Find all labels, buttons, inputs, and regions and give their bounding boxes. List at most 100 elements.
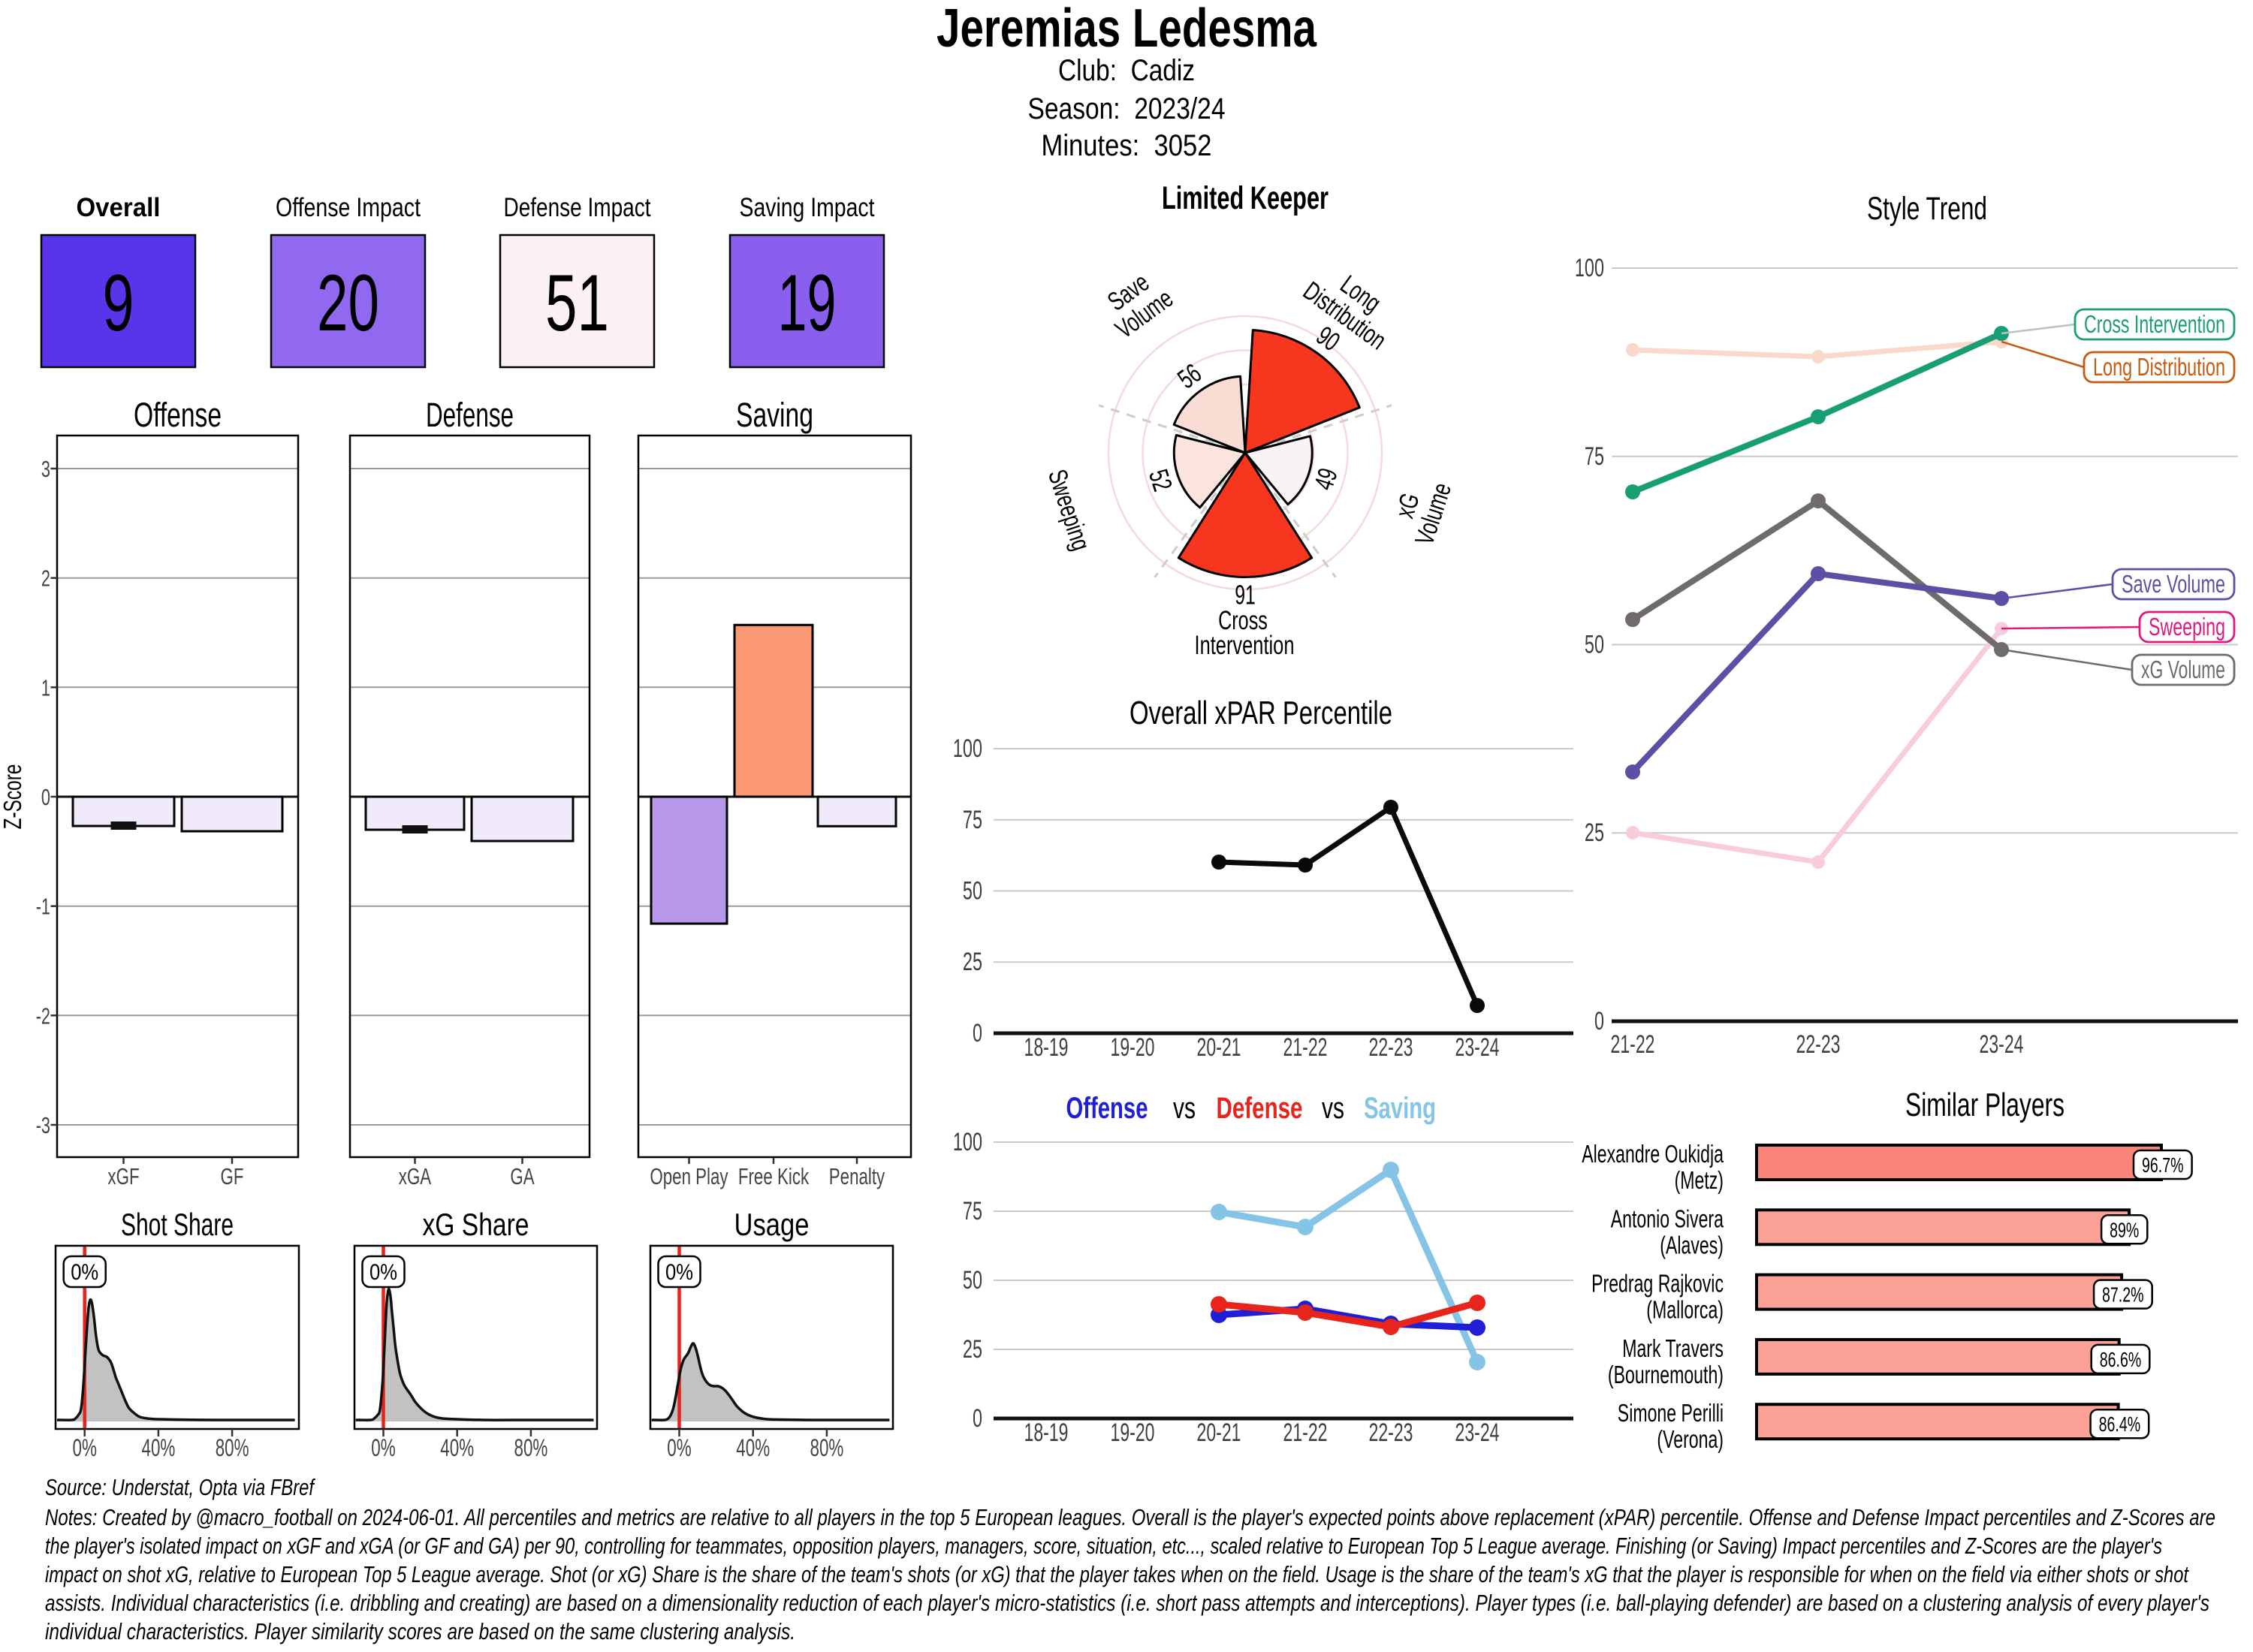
svg-text:25: 25 bbox=[963, 948, 982, 976]
svg-text:87.2%: 87.2% bbox=[2102, 1283, 2144, 1307]
svg-text:assists. Individual characteri: assists. Individual characteristics (i.e… bbox=[45, 1590, 2209, 1616]
svg-text:23-24: 23-24 bbox=[1455, 1418, 1500, 1447]
svg-text:Notes: Created by @macro_footb: Notes: Created by @macro_football on 202… bbox=[45, 1504, 2215, 1530]
svg-text:-2: -2 bbox=[36, 1002, 50, 1029]
svg-text:18-19: 18-19 bbox=[1024, 1033, 1069, 1062]
svg-text:75: 75 bbox=[963, 806, 982, 834]
svg-text:9: 9 bbox=[103, 258, 134, 348]
svg-text:Jeremias Ledesma: Jeremias Ledesma bbox=[936, 0, 1317, 59]
svg-text:Style Trend: Style Trend bbox=[1867, 191, 1987, 227]
svg-text:25: 25 bbox=[1585, 818, 1604, 847]
svg-text:0%: 0% bbox=[665, 1260, 693, 1285]
svg-text:-3: -3 bbox=[36, 1112, 50, 1138]
svg-text:Usage: Usage bbox=[734, 1207, 810, 1242]
svg-text:Overall: Overall bbox=[77, 193, 161, 222]
svg-text:Penalty: Penalty bbox=[829, 1163, 885, 1189]
svg-text:0: 0 bbox=[973, 1019, 982, 1048]
svg-text:18-19: 18-19 bbox=[1024, 1418, 1069, 1447]
svg-text:0%: 0% bbox=[371, 1434, 395, 1461]
svg-text:individual characteristics. Pl: individual characteristics. Player simil… bbox=[45, 1618, 795, 1644]
svg-text:GF: GF bbox=[221, 1163, 244, 1189]
svg-text:Shot Share: Shot Share bbox=[121, 1207, 234, 1242]
svg-text:Long Distribution: Long Distribution bbox=[2093, 353, 2225, 381]
svg-text:(Mallorca): (Mallorca) bbox=[1646, 1296, 1724, 1324]
svg-text:21-22: 21-22 bbox=[1283, 1033, 1328, 1062]
svg-text:0%: 0% bbox=[369, 1260, 397, 1285]
svg-text:22-23: 22-23 bbox=[1369, 1033, 1413, 1062]
svg-text:40%: 40% bbox=[142, 1434, 176, 1461]
svg-text:80%: 80% bbox=[810, 1434, 844, 1461]
svg-text:0%: 0% bbox=[73, 1434, 97, 1461]
svg-text:xG Volume: xG Volume bbox=[2141, 656, 2225, 683]
svg-text:-1: -1 bbox=[36, 894, 50, 920]
svg-text:96.7%: 96.7% bbox=[2142, 1153, 2184, 1177]
svg-text:Cross Intervention: Cross Intervention bbox=[2084, 310, 2225, 338]
svg-text:19-20: 19-20 bbox=[1111, 1418, 1155, 1447]
svg-text:50: 50 bbox=[963, 877, 982, 906]
svg-text:21-22: 21-22 bbox=[1611, 1030, 1655, 1059]
svg-text:(Verona): (Verona) bbox=[1657, 1425, 1724, 1453]
svg-text:Overall xPAR Percentile: Overall xPAR Percentile bbox=[1130, 695, 1392, 731]
svg-text:80%: 80% bbox=[514, 1434, 548, 1461]
svg-text:(Alaves): (Alaves) bbox=[1660, 1231, 1724, 1259]
svg-text:50: 50 bbox=[1585, 631, 1604, 659]
svg-text:Intervention: Intervention bbox=[1195, 631, 1295, 660]
svg-text:Similar Players: Similar Players bbox=[1905, 1087, 2064, 1123]
svg-text:22-23: 22-23 bbox=[1796, 1030, 1841, 1059]
svg-text:Cross: Cross bbox=[1218, 606, 1268, 635]
svg-text:19-20: 19-20 bbox=[1111, 1033, 1155, 1062]
svg-text:Saving: Saving bbox=[736, 396, 813, 434]
svg-text:40%: 40% bbox=[440, 1434, 474, 1461]
svg-text:25: 25 bbox=[963, 1335, 982, 1364]
svg-text:75: 75 bbox=[963, 1197, 982, 1225]
svg-text:21-22: 21-22 bbox=[1283, 1418, 1328, 1447]
svg-text:Limited Keeper: Limited Keeper bbox=[1162, 180, 1329, 216]
svg-text:22-23: 22-23 bbox=[1369, 1418, 1413, 1447]
svg-text:86.6%: 86.6% bbox=[2100, 1348, 2142, 1371]
svg-text:(Bournemouth): (Bournemouth) bbox=[1608, 1361, 1724, 1388]
svg-text:GA: GA bbox=[510, 1163, 534, 1189]
svg-text:vs: vs bbox=[1322, 1092, 1344, 1125]
svg-text:Antonio Sivera: Antonio Sivera bbox=[1611, 1204, 1724, 1232]
svg-text:Club: Cadiz: Club: Cadiz bbox=[1058, 54, 1195, 87]
svg-text:20: 20 bbox=[317, 258, 379, 348]
svg-text:80%: 80% bbox=[216, 1434, 249, 1461]
svg-text:vs: vs bbox=[1173, 1092, 1196, 1125]
svg-text:23-24: 23-24 bbox=[1455, 1033, 1500, 1062]
svg-text:(Metz): (Metz) bbox=[1675, 1166, 1724, 1194]
svg-text:1: 1 bbox=[41, 674, 50, 701]
svg-text:xG Share: xG Share bbox=[423, 1207, 529, 1242]
svg-text:75: 75 bbox=[1585, 442, 1604, 471]
svg-text:Alexandre Oukidja: Alexandre Oukidja bbox=[1582, 1140, 1724, 1168]
svg-text:0: 0 bbox=[41, 784, 50, 810]
svg-text:Defense: Defense bbox=[1217, 1092, 1303, 1125]
svg-text:Mark Travers: Mark Travers bbox=[1622, 1334, 1724, 1362]
svg-text:40%: 40% bbox=[736, 1434, 770, 1461]
svg-text:20-21: 20-21 bbox=[1197, 1418, 1241, 1447]
svg-text:Predrag Rajkovic: Predrag Rajkovic bbox=[1591, 1270, 1724, 1298]
svg-text:Open Play: Open Play bbox=[650, 1163, 728, 1189]
svg-text:Saving: Saving bbox=[1364, 1092, 1436, 1125]
svg-text:Source: Understat, Opta via FB: Source: Understat, Opta via FBref bbox=[45, 1474, 316, 1500]
svg-text:0: 0 bbox=[1594, 1007, 1604, 1036]
svg-text:Defense: Defense bbox=[426, 396, 514, 434]
svg-text:Save Volume: Save Volume bbox=[2122, 570, 2225, 598]
svg-text:89%: 89% bbox=[2110, 1218, 2139, 1241]
svg-text:Season: 2023/24: Season: 2023/24 bbox=[1028, 92, 1226, 125]
svg-text:23-24: 23-24 bbox=[1980, 1030, 2024, 1059]
svg-text:100: 100 bbox=[953, 734, 982, 763]
svg-text:2: 2 bbox=[41, 565, 50, 592]
svg-text:51: 51 bbox=[545, 258, 609, 348]
svg-text:Minutes: 3052: Minutes: 3052 bbox=[1042, 129, 1212, 162]
svg-text:Saving Impact: Saving Impact bbox=[740, 193, 875, 222]
svg-text:the player's isolated impact o: the player's isolated impact on xGF and … bbox=[45, 1533, 2162, 1559]
svg-text:100: 100 bbox=[1575, 254, 1604, 282]
svg-text:xGA: xGA bbox=[399, 1163, 432, 1189]
svg-text:0%: 0% bbox=[667, 1434, 691, 1461]
svg-text:Offense: Offense bbox=[1066, 1092, 1148, 1125]
svg-text:19: 19 bbox=[778, 258, 837, 348]
svg-text:Simone Perilli: Simone Perilli bbox=[1618, 1399, 1724, 1427]
svg-text:0%: 0% bbox=[71, 1260, 98, 1285]
svg-text:Offense: Offense bbox=[134, 396, 222, 434]
svg-text:50: 50 bbox=[963, 1266, 982, 1295]
